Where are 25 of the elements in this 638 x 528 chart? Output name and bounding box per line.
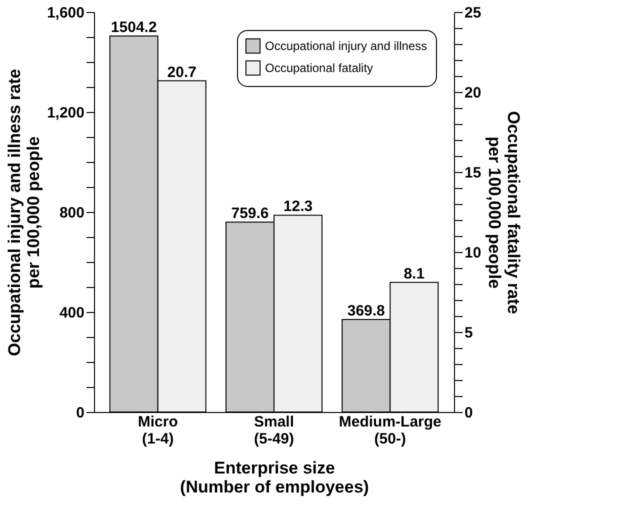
y2-tick-label: 5: [464, 324, 473, 342]
legend-label: Occupational fatality: [265, 61, 374, 75]
data-label: 20.7: [167, 64, 196, 81]
data-label: 759.6: [231, 205, 269, 222]
data-label: 369.8: [347, 302, 385, 320]
y2-tick-label: 20: [464, 84, 482, 102]
y2-axis-title: Occupational fatality rate per 100,000 people: [485, 110, 524, 314]
x-axis-title: Enterprise size (Number of employees): [180, 458, 369, 496]
legend-label: Occupational injury and illness: [265, 39, 428, 53]
y2-tick-label: 15: [464, 164, 482, 182]
y2-tick-label: 25: [464, 4, 482, 22]
y-axis-title: Occupational injury and illness rate per 100,000 people: [4, 68, 43, 356]
x-tick-label: Small (5-49): [254, 414, 294, 448]
data-label: 8.1: [404, 265, 425, 282]
data-label: 12.3: [283, 198, 313, 216]
y-tick-label: 1,200: [46, 104, 84, 122]
x-tick-label: Micro (1-4): [138, 414, 178, 448]
x-tick-label: Medium-Large (50-): [338, 414, 442, 448]
y-tick-label: 1,600: [46, 4, 84, 22]
y-tick-label: 400: [59, 304, 84, 322]
y2-tick-label: 0: [464, 404, 473, 422]
y-tick-label: 800: [59, 204, 84, 222]
y2-tick-label: 10: [464, 244, 482, 262]
y-tick-label: 0: [76, 404, 84, 422]
data-label: 1504.2: [110, 18, 157, 36]
